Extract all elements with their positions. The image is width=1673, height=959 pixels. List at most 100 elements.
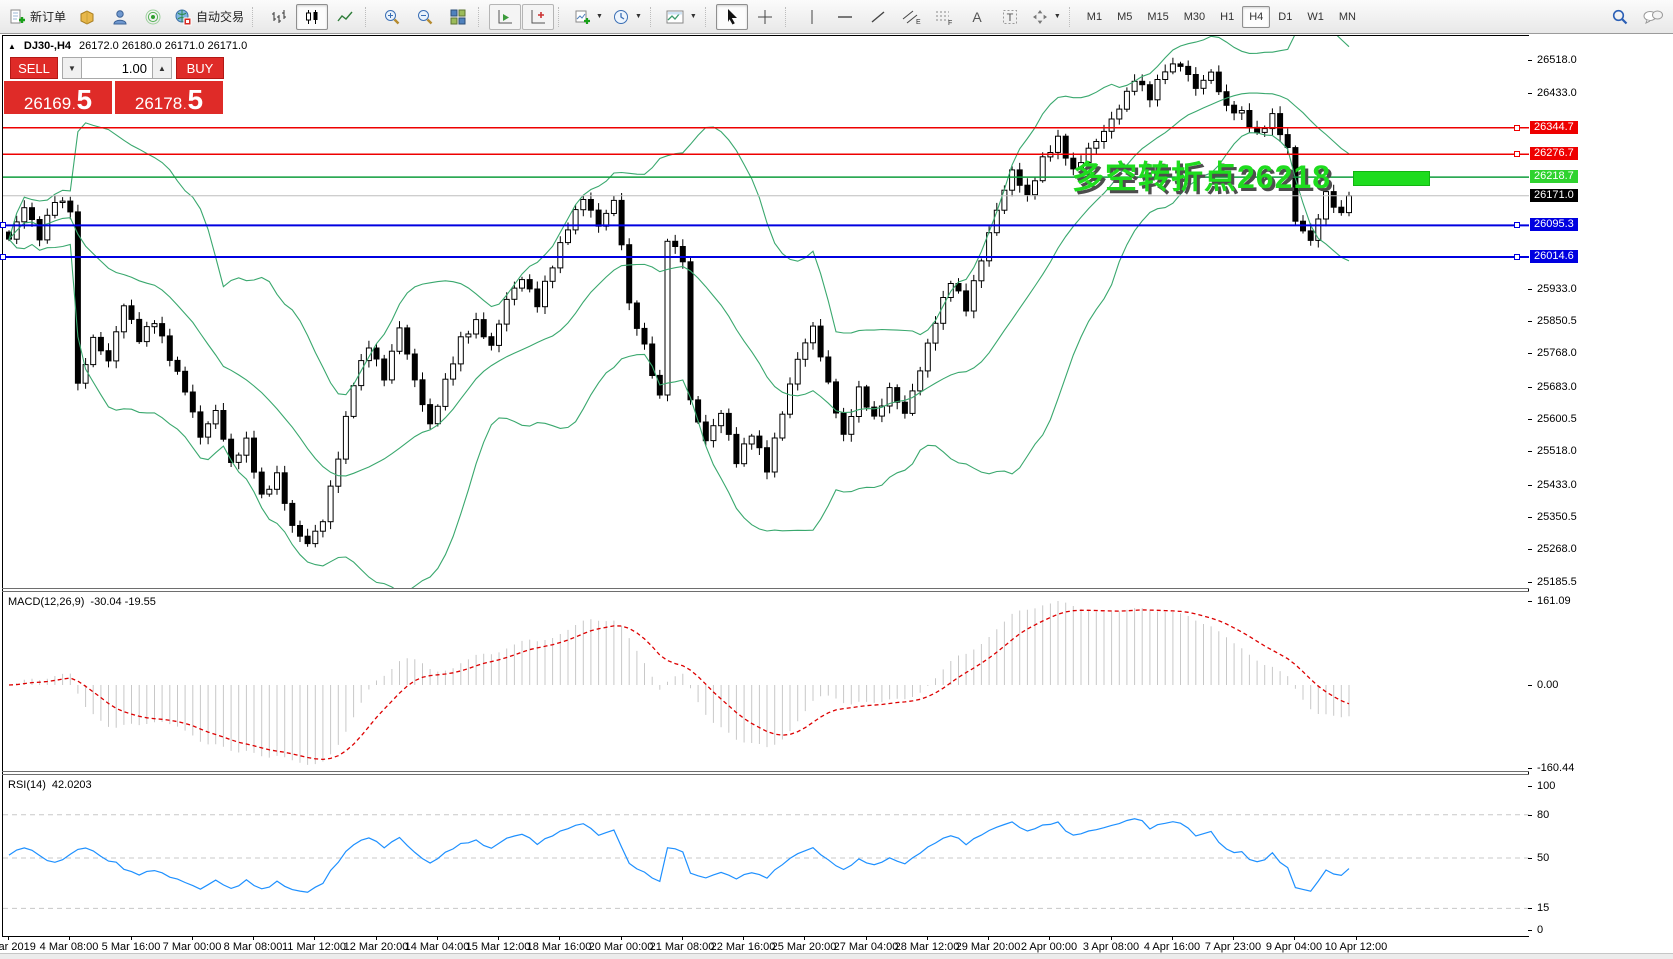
timeframe-M5[interactable]: M5 [1117, 10, 1133, 23]
chart-line-button[interactable] [329, 4, 361, 30]
price-level-label[interactable]: 26095.3 [1530, 218, 1578, 231]
bull-candle [243, 437, 250, 456]
bear-candle [1185, 65, 1192, 75]
periods-button[interactable]: ▼ [608, 4, 646, 30]
timeframe-MN[interactable]: MN [1338, 10, 1356, 23]
time-tick-label: 29 Mar 20:00 [955, 941, 1021, 953]
timeframe-M1[interactable]: M1 [1086, 10, 1103, 23]
timeframe-W1[interactable]: W1 [1307, 10, 1324, 23]
volume-input[interactable]: 1.00 [82, 57, 152, 79]
buy-button[interactable]: BUY [176, 57, 224, 79]
collapse-triangle-icon[interactable]: ▲ [8, 41, 16, 51]
chart-shift-button[interactable] [522, 3, 555, 30]
time-tick-mark [1356, 937, 1357, 940]
line-anchor[interactable] [1514, 254, 1520, 260]
bear-candle [833, 381, 839, 414]
highlight-marker[interactable] [1353, 171, 1430, 186]
chart-frame-left [2, 35, 3, 937]
price-level-label[interactable]: 26218.7 [1530, 170, 1578, 183]
text-label-button[interactable]: T [994, 4, 1026, 30]
arrows-button[interactable]: ▼ [1027, 4, 1065, 30]
line-anchor[interactable] [1514, 151, 1520, 157]
price-level-label[interactable]: 26171.0 [1530, 189, 1578, 202]
cursor-button[interactable] [715, 3, 748, 30]
bear-candle [281, 472, 288, 504]
bull-candle [557, 242, 564, 269]
vline-icon [811, 9, 813, 24]
chat-button[interactable] [1637, 4, 1669, 30]
vertical-line-button[interactable] [796, 4, 828, 30]
search-button[interactable] [1604, 4, 1636, 30]
chart-bars-button[interactable] [263, 4, 295, 30]
bull-candle [473, 319, 480, 335]
price-level-label[interactable]: 26344.7 [1530, 121, 1578, 134]
bull-candle [802, 342, 809, 360]
bull-candle [572, 209, 579, 231]
auto-scroll-button[interactable] [489, 3, 522, 30]
timeframe-H1[interactable]: H1 [1220, 10, 1235, 23]
bull-candle [771, 437, 778, 473]
line-anchor[interactable] [1514, 125, 1520, 131]
volume-up-button[interactable]: ▲ [152, 57, 172, 79]
fibonacci-button[interactable]: F [928, 4, 960, 30]
channel-button[interactable]: E [895, 4, 927, 30]
templates-button[interactable]: ▼ [661, 4, 701, 30]
bear-candle [97, 336, 104, 352]
macd-tick-mark [1528, 601, 1532, 602]
bull-candle [205, 423, 212, 438]
pane-separator[interactable] [2, 588, 1529, 589]
bull-candle [610, 199, 617, 214]
time-tick-label: 7 Apr 23:00 [1204, 941, 1262, 953]
zoom-out-button[interactable] [409, 4, 441, 30]
timeframe-H4[interactable]: H4 [1242, 5, 1271, 28]
buy-price[interactable]: 26178. 5 [115, 81, 223, 114]
text-button[interactable]: A [961, 4, 993, 30]
line-anchor[interactable] [0, 222, 6, 228]
history-book-button[interactable] [71, 4, 103, 30]
tile-windows-button[interactable] [442, 4, 474, 30]
bull-candle [1123, 90, 1130, 110]
bear-candle [182, 370, 189, 393]
time-tick-label: 22 Mar 16:00 [710, 941, 776, 953]
signal-button[interactable] [137, 4, 169, 30]
bull-candle [1085, 147, 1092, 164]
accounts-button[interactable] [104, 4, 136, 30]
price-level-label[interactable]: 26276.7 [1530, 147, 1578, 160]
crosshair-button[interactable] [749, 4, 781, 30]
autotrade-button[interactable]: 自动交易 [170, 4, 248, 30]
timeframe-D1[interactable]: D1 [1278, 10, 1293, 23]
macd-pane[interactable] [3, 592, 1529, 771]
line-anchor[interactable] [0, 254, 6, 260]
price-level-label[interactable]: 26014.6 [1530, 250, 1578, 263]
new-order-button[interactable]: 新订单 [4, 4, 70, 30]
sell-price[interactable]: 26169. 5 [4, 81, 112, 114]
pane-separator[interactable] [2, 771, 1529, 772]
volume-down-button[interactable]: ▼ [62, 57, 82, 79]
symbol-label: DJ30-,H4 [23, 40, 71, 52]
rsi-tick-mark [1528, 930, 1532, 931]
horizontal-line-button[interactable] [829, 4, 861, 30]
toolbar-separator [365, 6, 372, 27]
pane-separator[interactable] [2, 591, 1529, 592]
bull-candle [434, 405, 441, 425]
timeframe-M30[interactable]: M30 [1183, 10, 1206, 23]
time-tick-mark [8, 937, 9, 940]
main-chart-pane[interactable] [3, 36, 1529, 588]
zoom-in-button[interactable] [376, 4, 408, 30]
bull-candle [1200, 79, 1207, 89]
time-tick-label: 2 Apr 00:00 [1020, 941, 1078, 953]
chart-candles-button[interactable] [296, 3, 329, 30]
rsi-pane[interactable] [3, 775, 1529, 936]
time-tick-mark [559, 937, 560, 940]
trendline-button[interactable] [862, 4, 894, 30]
rsi-title: RSI(14) [8, 779, 46, 791]
chart-annotation-text[interactable]: 多空转折点26218 [1072, 159, 1331, 195]
new-chart-button[interactable]: ▼ [569, 4, 607, 30]
sell-button[interactable]: SELL [10, 57, 58, 79]
bear-candle [679, 246, 686, 263]
bull-candle [319, 521, 326, 532]
line-anchor[interactable] [1514, 222, 1520, 228]
pane-separator[interactable] [2, 774, 1529, 775]
macd-title: MACD(12,26,9) [8, 596, 85, 608]
timeframe-M15[interactable]: M15 [1147, 10, 1169, 23]
